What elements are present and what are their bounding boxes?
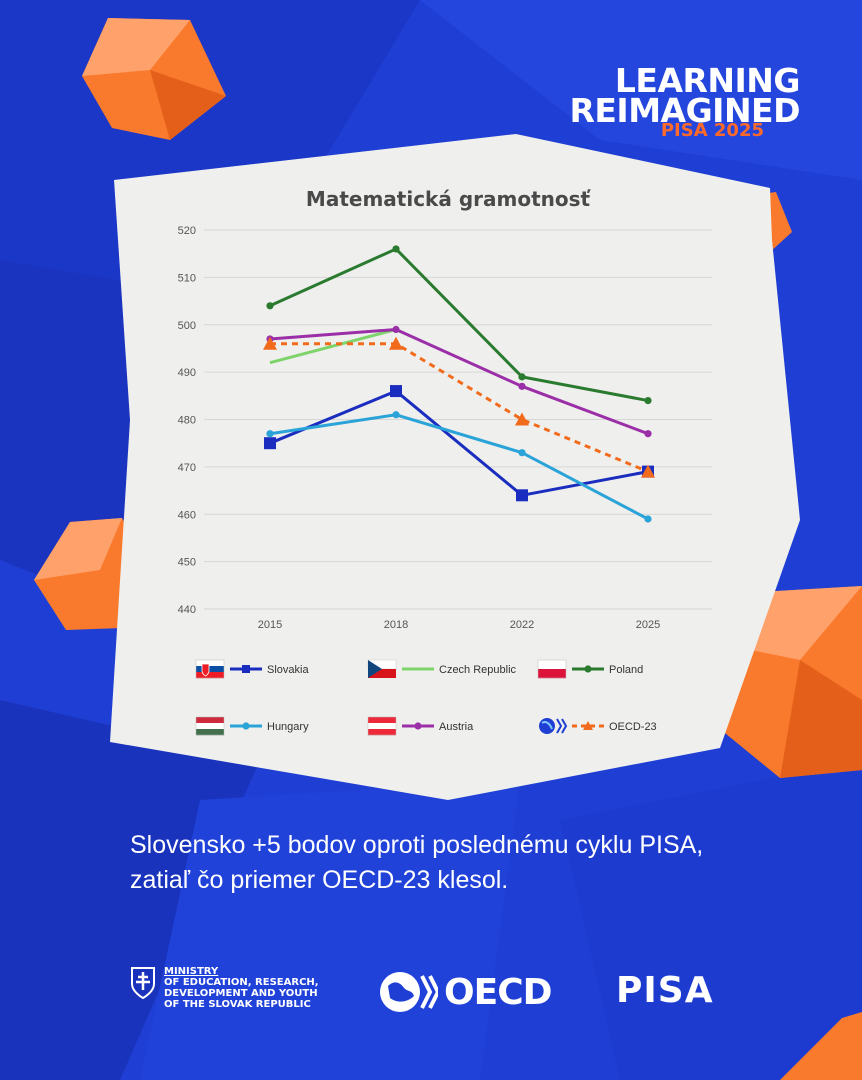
series-poland (266, 245, 652, 405)
marker-slovakia (516, 489, 528, 502)
tagline-line1: Slovensko +5 bodov oproti poslednému cyk… (130, 831, 704, 859)
legend-label: OECD-23 (609, 721, 657, 733)
legend-item-oecd-23: OECD-23 (539, 718, 657, 734)
slovak-crest-icon (131, 967, 155, 1000)
poland-flag-icon (537, 659, 567, 679)
legend-label: Austria (439, 721, 474, 733)
marker-oecd-23 (515, 412, 529, 426)
y-tick-label: 460 (178, 509, 196, 521)
line-hungary (269, 413, 649, 521)
marker-poland (584, 665, 592, 673)
legend-label: Poland (609, 664, 643, 676)
ministry-line3: DEVELOPMENT AND YOUTH (164, 988, 318, 999)
marker-poland (518, 373, 526, 381)
ministry-line2: OF EDUCATION, RESEARCH, (164, 977, 319, 988)
oecd-flag-icon (539, 718, 568, 734)
legend-item-czech-republic: Czech Republic (367, 659, 517, 678)
marker-oecd-23 (641, 464, 655, 478)
marker-poland (644, 396, 652, 405)
marker-oecd-23 (263, 336, 277, 350)
legend-label: Czech Republic (439, 664, 517, 676)
marker-austria (644, 430, 652, 438)
marker-slovakia (390, 385, 402, 398)
legend-item-poland: Poland (537, 659, 643, 679)
ministry-line1: MINISTRY (164, 966, 219, 977)
learning-reimagined-logo: LEARNING REIMAGINED PISA 2025 (569, 61, 801, 140)
x-tick-label: 2025 (636, 619, 660, 631)
x-tick-label: 2022 (510, 619, 534, 631)
czech-flag-icon (367, 659, 397, 678)
marker-austria (392, 325, 400, 334)
legend-item-austria: Austria (367, 716, 474, 736)
marker-hungary (518, 449, 526, 457)
marker-hungary (644, 515, 652, 523)
oecd-wordmark: OECD (444, 971, 552, 1013)
line-austria (269, 327, 649, 436)
marker-oecd-23 (583, 721, 593, 730)
oecd-logo: OECD (378, 970, 552, 1014)
tagline-line2: zatiaľ čo priemer OECD-23 klesol. (130, 866, 509, 894)
tagline: Slovensko +5 bodov oproti poslednému cyk… (130, 828, 830, 898)
marker-poland (266, 302, 274, 310)
y-tick-label: 470 (178, 462, 196, 474)
brand-line2: REIMAGINED (569, 91, 800, 130)
series-hungary (266, 411, 652, 523)
brand-sub: PISA 2025 (660, 120, 764, 141)
legend-item-hungary: Hungary (195, 716, 309, 736)
legend-item-slovakia: Slovakia (195, 659, 309, 679)
marker-austria (414, 722, 422, 730)
y-tick-label: 510 (178, 272, 196, 284)
slovakia-flag-icon (195, 659, 225, 679)
chart-title: Matematická gramotnosť (306, 187, 592, 211)
y-tick-label: 500 (178, 320, 196, 332)
y-tick-label: 450 (178, 557, 196, 569)
legend-label: Hungary (267, 721, 309, 733)
pisa-logo: PISA (616, 970, 714, 1011)
x-tick-label: 2015 (258, 619, 282, 631)
ministry-logo: MINISTRY OF EDUCATION, RESEARCH, DEVELOP… (130, 966, 319, 1010)
marker-poland (392, 245, 400, 253)
austria-flag-icon (367, 716, 397, 736)
brand-line1: LEARNING (614, 61, 801, 100)
x-tick-label: 2018 (384, 619, 408, 631)
line-oecd-23 (270, 342, 649, 473)
y-tick-label: 520 (178, 225, 196, 237)
y-tick-label: 440 (178, 604, 196, 616)
marker-austria (518, 382, 526, 390)
gem-bottom-right (780, 1012, 862, 1080)
y-tick-label: 480 (178, 415, 196, 427)
marker-hungary (242, 722, 250, 730)
marker-hungary (392, 411, 400, 419)
series-czech-republic (269, 328, 397, 365)
oecd-globe-icon (380, 972, 438, 1012)
series-austria (266, 325, 652, 438)
marker-slovakia (242, 665, 250, 673)
marker-slovakia (264, 437, 276, 450)
series-oecd-23 (263, 336, 655, 478)
hungary-flag-icon (195, 716, 225, 736)
legend-label: Slovakia (267, 664, 309, 676)
series-slovakia (264, 385, 654, 502)
line-czech-republic (269, 328, 397, 365)
marker-oecd-23 (389, 336, 403, 350)
y-tick-label: 490 (178, 367, 196, 379)
line-poland (269, 247, 649, 403)
ministry-line4: OF THE SLOVAK REPUBLIC (164, 999, 311, 1010)
line-slovakia (269, 389, 649, 497)
marker-hungary (266, 430, 274, 438)
